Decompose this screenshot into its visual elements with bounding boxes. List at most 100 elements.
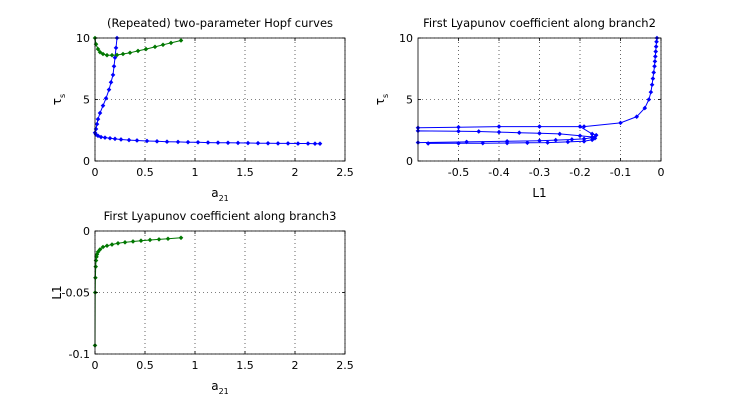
data-point (425, 141, 431, 146)
data-point (154, 139, 160, 144)
data-point (147, 237, 153, 243)
x-tick-label: 1 (192, 166, 199, 179)
data-point (185, 139, 191, 145)
chart-2: -0.5 -0.4 -0.3 -0.2 -0.1 0 0 5 10 First Lyapunov … (373, 16, 665, 200)
data-point (165, 236, 171, 242)
data-point (652, 59, 658, 64)
data-point (295, 141, 301, 146)
data-point (112, 136, 118, 142)
data-point (285, 141, 291, 146)
data-point (312, 141, 318, 146)
data-point (109, 52, 115, 58)
data-point (557, 131, 563, 137)
data-point (97, 247, 103, 252)
x-tick-label: 2 (292, 166, 299, 179)
data-point (650, 76, 656, 81)
data-point (143, 46, 149, 52)
data-point (164, 139, 170, 144)
data-point (654, 39, 659, 44)
data-point (156, 237, 162, 242)
x-tick-label: 1.5 (236, 166, 254, 179)
data-point (97, 49, 103, 55)
data-point (134, 138, 140, 143)
data-point (100, 244, 106, 250)
data-point (126, 137, 132, 143)
data-point (581, 139, 587, 144)
data-point (118, 137, 124, 142)
data-point (456, 124, 461, 130)
x-tick-label: 2.5 (336, 166, 354, 179)
y-tick-label: 5 (83, 94, 90, 107)
data-point (102, 135, 108, 140)
y-axis-label: L1 (50, 285, 64, 299)
data-point (205, 140, 211, 145)
data-point (106, 87, 112, 92)
data-point (114, 52, 120, 58)
data-point (225, 140, 231, 146)
x-tick-label: 2 (292, 359, 299, 372)
x-tick-label: -0.2 (569, 166, 590, 179)
data-point (653, 49, 659, 54)
data-point (108, 79, 114, 85)
data-point (581, 124, 587, 129)
x-tick-label: 1 (192, 359, 199, 372)
data-point (589, 137, 595, 143)
data-point (476, 129, 482, 134)
data-point (103, 95, 109, 101)
data-point (648, 89, 654, 95)
y-tick-label: 0 (83, 225, 90, 238)
data-point (107, 135, 113, 141)
data-point (649, 82, 655, 88)
y-tick-label: 0 (406, 155, 413, 168)
data-point (152, 44, 158, 50)
data-point (112, 55, 118, 60)
data-point (305, 141, 311, 146)
data-point (642, 105, 648, 111)
series-line-2 (583, 37, 658, 128)
y-tick-label: -0.05 (62, 287, 90, 300)
x-tick-label: 0 (658, 166, 665, 179)
data-point (100, 103, 106, 108)
data-point (168, 40, 174, 46)
data-point (504, 140, 510, 146)
x-tick-label: -0.5 (448, 166, 469, 179)
y-tick-label: 0 (83, 155, 90, 168)
data-point (496, 124, 502, 129)
chart-3: 0 0.5 1 1.5 2 2.5 -0.1 -0.05 0 First Lyapunov coe… (50, 209, 354, 396)
x-tick-label: -0.4 (488, 166, 509, 179)
data-point (569, 137, 575, 142)
data-point (653, 44, 659, 49)
data-point (98, 134, 104, 140)
data-point (178, 38, 184, 43)
data-point (100, 51, 106, 57)
data-point (516, 130, 522, 136)
data-point (95, 46, 101, 52)
data-point (245, 140, 251, 146)
data-point (537, 131, 542, 136)
data-point (651, 70, 657, 75)
data-point (93, 264, 98, 269)
data-point (178, 235, 184, 241)
data-point (120, 51, 126, 57)
data-point (122, 240, 128, 245)
data-point (646, 97, 652, 102)
data-point (109, 242, 115, 247)
data-point (215, 140, 221, 145)
data-point (537, 138, 542, 144)
data-point (127, 50, 133, 56)
data-point (97, 110, 103, 116)
data-point (592, 135, 598, 141)
data-point (496, 129, 502, 135)
x-tick-label: -0.3 (529, 166, 550, 179)
y-tick-label: -0.1 (69, 348, 90, 361)
chart-title: (Repeated) two-parameter Hopf curves (107, 16, 333, 30)
y-tick-label: 10 (76, 32, 90, 45)
data-point (464, 139, 469, 145)
data-point (525, 140, 530, 146)
data-point (553, 137, 558, 143)
x-tick-label: 0 (92, 166, 99, 179)
chart-title: First Lyapunov coefficient along branch2 (423, 16, 656, 30)
data-point (113, 45, 119, 51)
y-tick-label: 10 (399, 32, 413, 45)
